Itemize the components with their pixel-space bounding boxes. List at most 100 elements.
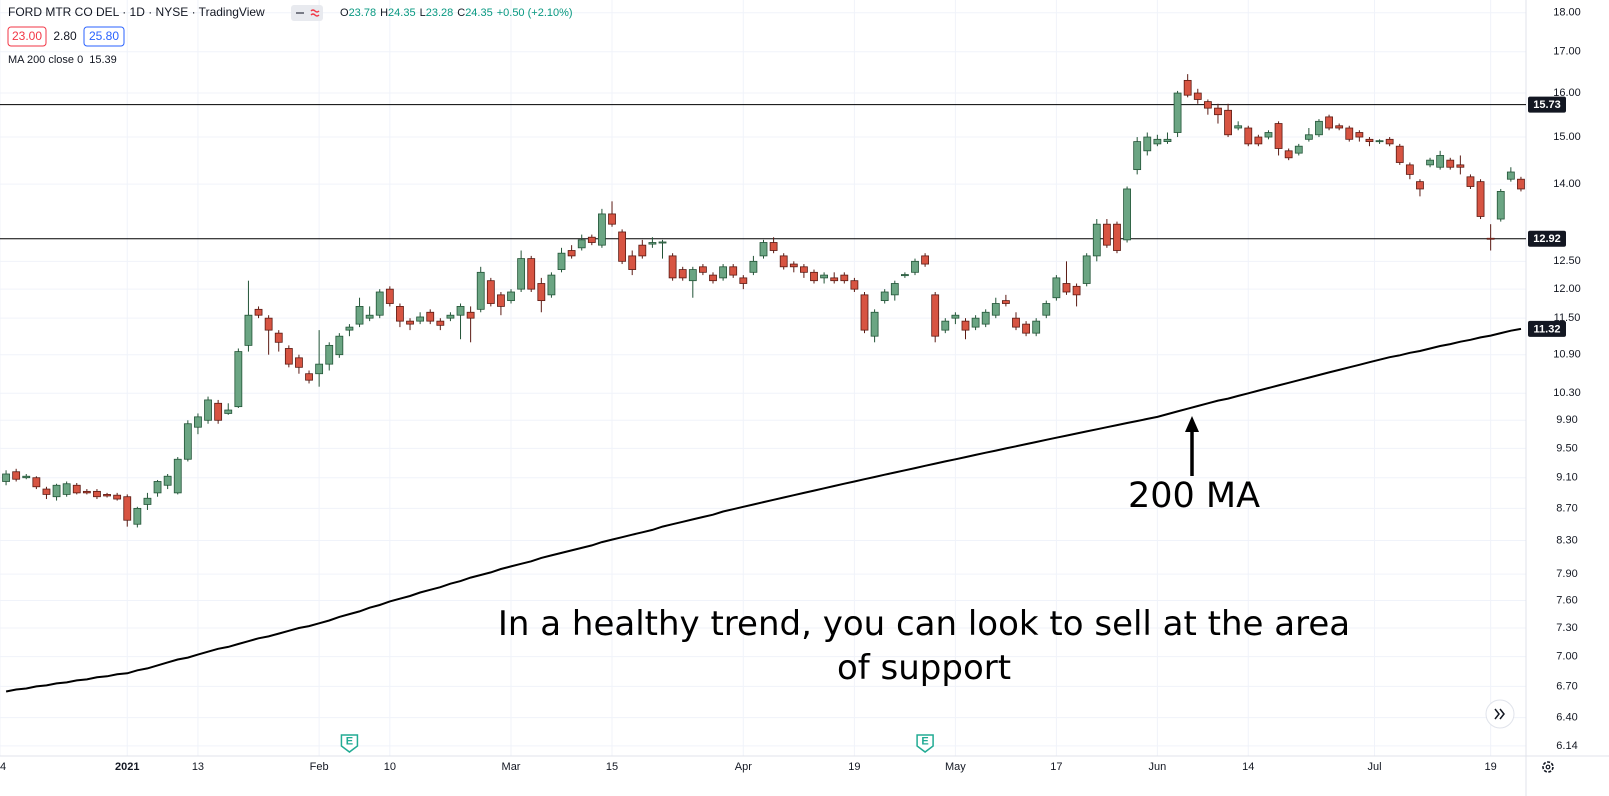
earnings-marker [340, 734, 359, 753]
arrow-head [1185, 416, 1199, 432]
candle-body [870, 311, 879, 337]
candle-body [1486, 237, 1495, 240]
candle-body [587, 236, 596, 243]
candle-body [769, 242, 778, 251]
candle-body [1153, 138, 1162, 145]
candle-body [62, 483, 71, 495]
quote-value: 25.80 [89, 29, 119, 43]
candle-body [385, 288, 394, 304]
y-tick-label: 9.10 [1556, 472, 1577, 484]
candle-body [446, 314, 455, 319]
x-tick-label: 13 [192, 761, 204, 773]
candle-body [1506, 171, 1515, 180]
candle-body [1254, 136, 1263, 145]
scroll-icon [1494, 708, 1505, 720]
scroll-button[interactable] [1485, 699, 1515, 729]
y-tick-label: 6.70 [1556, 680, 1577, 692]
candle-body [1405, 164, 1414, 175]
candle-body [416, 316, 425, 322]
candle-body [1032, 320, 1041, 334]
candle-body [123, 496, 132, 521]
candle-body [900, 274, 909, 277]
candle-body [688, 269, 697, 282]
candle-body [1476, 181, 1485, 217]
candle-body [103, 494, 111, 497]
candle-body [315, 363, 324, 375]
candle-body [1345, 127, 1354, 140]
candle-body [810, 271, 818, 282]
candle-body [476, 271, 485, 310]
candle-body [941, 320, 950, 331]
candle-body [981, 311, 990, 325]
candle-body [264, 317, 273, 331]
support-annotation: In a healthy trend, you can look to sell… [497, 604, 1351, 688]
candle-body [1416, 181, 1424, 190]
candle-body [1072, 285, 1081, 296]
ohlc-key: L [420, 7, 426, 19]
y-tick-label: 12.50 [1553, 255, 1581, 267]
candle-body [840, 274, 849, 282]
candle-body [254, 308, 263, 316]
candle-body [709, 274, 717, 282]
candle-body [365, 314, 374, 319]
candle-body [396, 306, 404, 322]
y-tick-label: 7.90 [1556, 568, 1577, 580]
y-tick-label: 15.00 [1553, 131, 1581, 143]
candle-body [547, 274, 556, 296]
y-tick-label: 10.90 [1553, 349, 1581, 361]
x-tick-label: 19 [848, 761, 860, 773]
candle-body [426, 311, 435, 322]
candle-body [860, 294, 869, 331]
candle-body [719, 266, 728, 279]
ma-annotation: 200 MA [1127, 476, 1261, 516]
candle-body [1082, 255, 1091, 284]
candle-body [537, 283, 546, 302]
candle-body [52, 484, 61, 498]
candle-body [567, 250, 576, 257]
price-label-box [1528, 230, 1566, 247]
candle-body [204, 399, 212, 421]
indicator-value: 15.39 [89, 54, 117, 66]
x-tick-label: Jun [1149, 761, 1167, 773]
candle-body [668, 255, 677, 279]
candle-body [274, 332, 283, 343]
candle-body [507, 291, 515, 302]
y-tick-label: 12.00 [1553, 283, 1581, 295]
x-tick-label: 2021 [115, 761, 139, 773]
candle-body [577, 239, 586, 249]
candle-body [911, 260, 919, 273]
candle-body [921, 255, 929, 265]
settings-button[interactable] [1542, 761, 1554, 773]
candle-body [658, 241, 667, 244]
candle-body [1274, 123, 1283, 149]
quote-box [7, 26, 47, 47]
candle-body [648, 242, 657, 245]
price-label: 12.92 [1533, 233, 1561, 245]
quote-value: 2.80 [53, 29, 77, 43]
earnings-marker [916, 734, 934, 753]
candle-body [1092, 223, 1101, 257]
y-tick-label: 7.60 [1556, 594, 1577, 606]
candle-body [618, 231, 627, 262]
candle-body [486, 280, 495, 304]
x-tick-label: Feb [310, 761, 329, 773]
candle-body [628, 255, 637, 270]
y-tick-label: 7.00 [1556, 650, 1577, 662]
x-tick-label: 17 [1050, 761, 1062, 773]
y-tick-label: 10.30 [1553, 387, 1581, 399]
price-label: 11.32 [1534, 323, 1561, 335]
candle-body [1446, 159, 1455, 168]
candle-body [194, 416, 202, 428]
x-tick-label: 15 [606, 761, 618, 773]
candle-body [173, 458, 182, 494]
candle-body [1163, 138, 1172, 143]
price-change: +0.50 (+2.10%) [497, 7, 573, 19]
price-label: 15.73 [1533, 99, 1561, 111]
candle-body [22, 475, 31, 479]
candle-body [375, 291, 384, 316]
candle-body [890, 283, 899, 296]
candle-body [1113, 223, 1121, 251]
candle-body [1294, 145, 1303, 154]
toggle-icon [310, 9, 320, 17]
y-tick-label: 14.00 [1553, 178, 1581, 190]
